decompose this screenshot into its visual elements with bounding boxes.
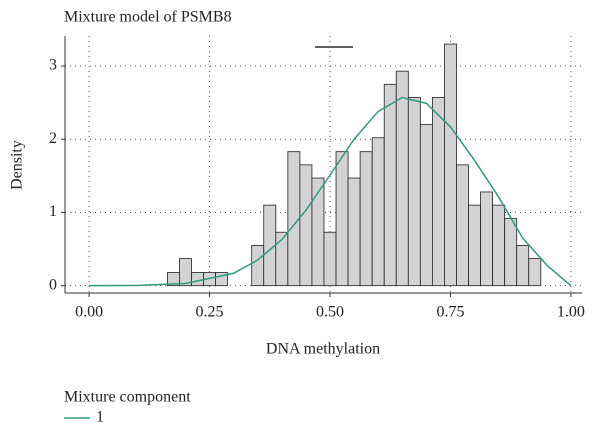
y-tick-label: 2	[49, 130, 57, 147]
legend-label: 1	[96, 409, 104, 426]
bar	[395, 70, 409, 287]
bar	[251, 245, 265, 287]
chart-title: Mixture model of PSMB8	[64, 9, 232, 26]
y-tick-label: 1	[49, 203, 57, 220]
x-tick-label: 1.00	[557, 304, 585, 321]
y-tick-label: 0	[49, 276, 57, 293]
bar	[359, 151, 373, 287]
bar	[480, 191, 494, 287]
bar	[504, 217, 518, 287]
legend-title: Mixture component	[64, 389, 191, 406]
bar	[419, 124, 433, 287]
x-tick-label: 0.75	[436, 304, 464, 321]
bar	[347, 177, 361, 287]
bar	[191, 272, 204, 287]
bar	[311, 177, 325, 287]
x-tick-label: 0.00	[75, 304, 103, 321]
bar	[407, 97, 421, 287]
bar	[335, 151, 349, 287]
bar	[323, 231, 337, 287]
x-tick-label: 0.50	[316, 304, 344, 321]
bar	[492, 204, 506, 287]
bar	[444, 43, 457, 287]
y-axis-label: Density	[9, 140, 26, 190]
y-tick-label: 3	[49, 57, 57, 74]
bar	[179, 258, 192, 287]
bar	[431, 97, 445, 287]
bar	[528, 258, 542, 287]
bar	[468, 204, 481, 287]
bar	[516, 245, 530, 287]
bar	[383, 83, 397, 287]
bar	[456, 164, 469, 287]
bar	[371, 137, 385, 287]
x-tick-label: 0.25	[196, 304, 224, 321]
density-curve	[89, 96, 572, 287]
x-axis-label: DNA methylation	[266, 341, 380, 358]
bar	[299, 164, 313, 287]
